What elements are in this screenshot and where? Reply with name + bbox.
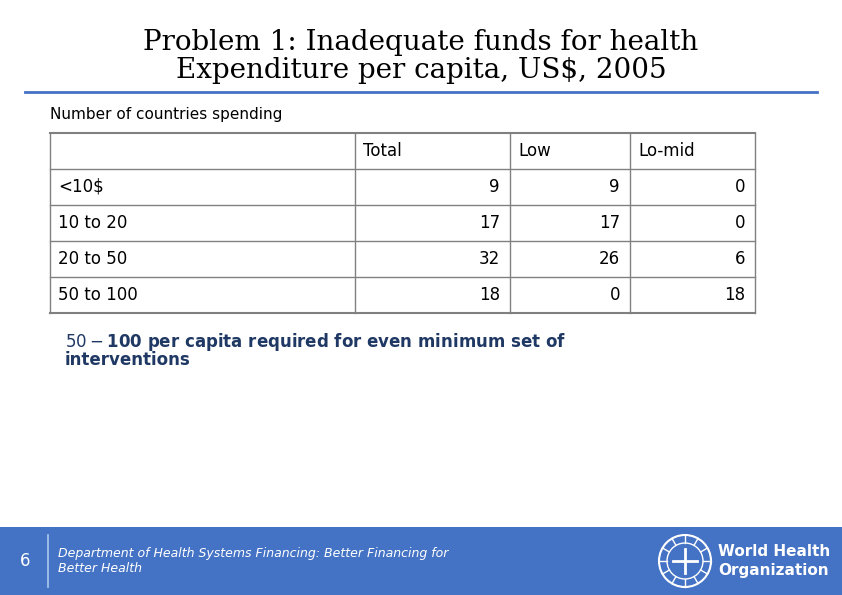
Text: <10$: <10$ (58, 178, 104, 196)
Text: Lo-mid: Lo-mid (638, 142, 695, 160)
Text: Low: Low (518, 142, 551, 160)
Text: Total: Total (363, 142, 402, 160)
Text: 18: 18 (724, 286, 745, 304)
Text: $50 - $100 per capita required for even minimum set of: $50 - $100 per capita required for even … (65, 331, 566, 353)
Text: 0: 0 (734, 178, 745, 196)
Text: 50 to 100: 50 to 100 (58, 286, 138, 304)
Text: 0: 0 (734, 214, 745, 232)
Text: 18: 18 (479, 286, 500, 304)
Text: 20 to 50: 20 to 50 (58, 250, 127, 268)
Text: interventions: interventions (65, 351, 191, 369)
Text: 17: 17 (599, 214, 620, 232)
Text: 32: 32 (479, 250, 500, 268)
Text: Organization: Organization (718, 562, 829, 578)
Text: Expenditure per capita, US$, 2005: Expenditure per capita, US$, 2005 (176, 57, 666, 83)
Text: 17: 17 (479, 214, 500, 232)
Text: Problem 1: Inadequate funds for health: Problem 1: Inadequate funds for health (143, 29, 699, 55)
Text: 0: 0 (610, 286, 620, 304)
Text: World Health: World Health (718, 544, 830, 559)
Text: Department of Health Systems Financing: Better Financing for: Department of Health Systems Financing: … (58, 547, 449, 560)
Text: 10 to 20: 10 to 20 (58, 214, 127, 232)
Text: 9: 9 (489, 178, 500, 196)
Text: 9: 9 (610, 178, 620, 196)
Text: 6: 6 (19, 552, 30, 570)
Bar (0, 527, 842, 595)
Text: 6: 6 (734, 250, 745, 268)
Text: Better Health: Better Health (58, 562, 142, 575)
Text: Number of countries spending: Number of countries spending (50, 108, 282, 123)
Text: 26: 26 (599, 250, 620, 268)
